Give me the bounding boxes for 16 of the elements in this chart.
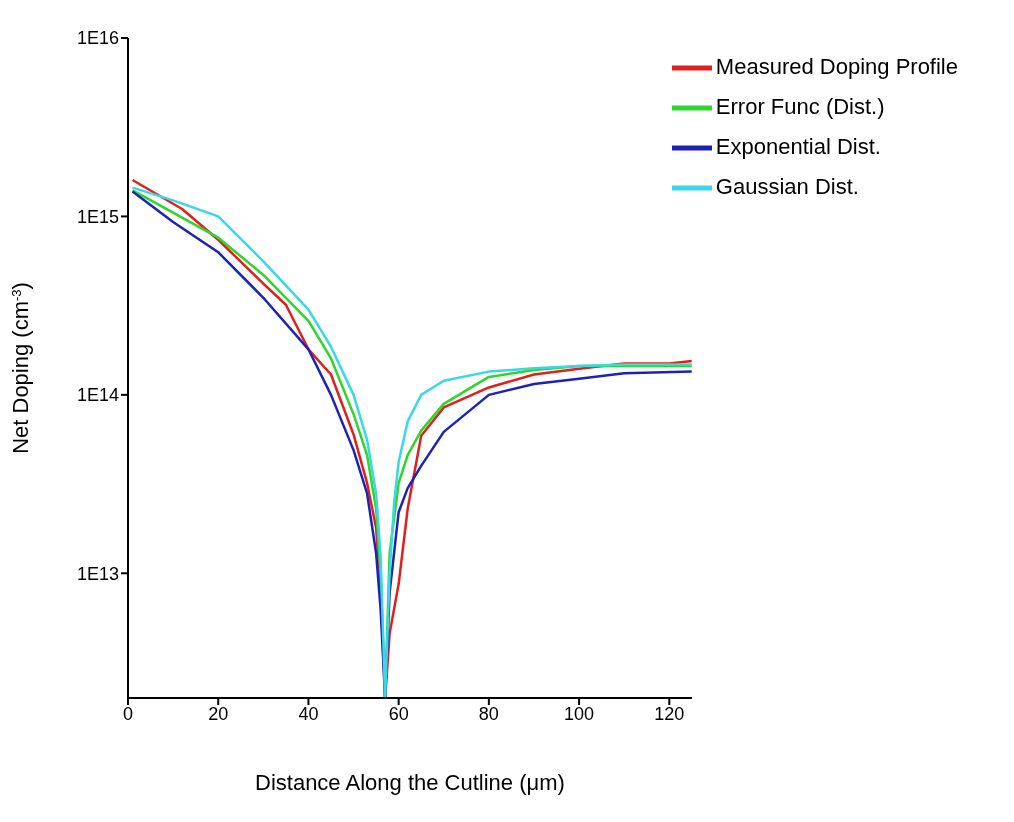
legend-label: Gaussian Dist. [715,173,859,199]
y-tick-label: 1E16 [76,28,119,49]
legend-label: Measured Doping Profile [715,53,958,79]
y-tick-label: 1E13 [76,563,119,584]
x-tick-label: 100 [564,703,595,724]
x-tick-label: 120 [654,703,685,724]
x-tick-label: 60 [388,703,409,724]
y-tick-label: 1E15 [76,206,119,227]
x-tick-label: 20 [208,703,229,724]
y-tick-label: 1E14 [76,385,119,406]
legend-label: Error Func (Dist.) [715,93,885,119]
legend-label: Exponential Dist. [715,133,881,159]
x-tick-label: 40 [298,703,319,724]
x-tick-label: 0 [122,703,134,724]
x-axis-title: Distance Along the Cutline (μm) [255,770,565,795]
x-tick-label: 80 [478,703,499,724]
